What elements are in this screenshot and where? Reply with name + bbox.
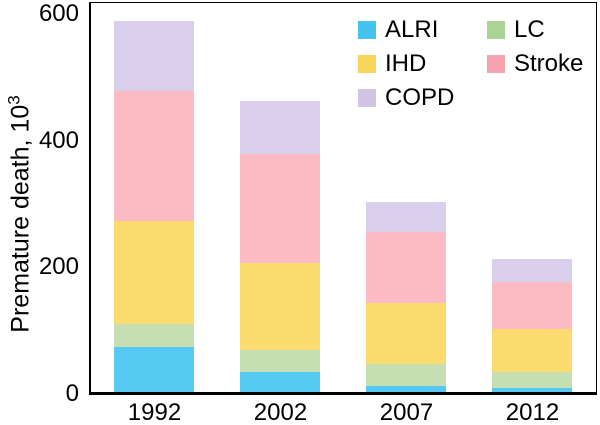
x-tick-label-2012: 2012 bbox=[505, 399, 560, 425]
bar-2002 bbox=[240, 101, 320, 392]
bar-segment-ihd-2007 bbox=[366, 302, 446, 364]
y-tick-label-600: 600 bbox=[38, 0, 79, 28]
y-tick-label-200: 200 bbox=[38, 253, 79, 281]
legend-label-copd: COPD bbox=[385, 84, 455, 111]
bar-segment-ihd-2012 bbox=[492, 328, 572, 372]
bar-segment-ihd-2002 bbox=[240, 262, 320, 351]
bar-segment-lc-2012 bbox=[492, 371, 572, 388]
y-axis-label-exponent: 3 bbox=[4, 95, 24, 105]
y-tick-label-400: 400 bbox=[38, 126, 79, 154]
bar-segment-stroke-1992 bbox=[114, 91, 194, 222]
legend-label-lc: LC bbox=[514, 16, 545, 43]
bar-segment-alri-2002 bbox=[240, 372, 320, 392]
legend-swatch-stroke bbox=[487, 55, 505, 73]
bar-segment-copd-1992 bbox=[114, 20, 194, 92]
bar-segment-copd-2007 bbox=[366, 202, 446, 233]
bar-segment-copd-2002 bbox=[240, 101, 320, 155]
bar-segment-ihd-1992 bbox=[114, 221, 194, 324]
bar-segment-copd-2012 bbox=[492, 259, 572, 283]
bar-segment-stroke-2007 bbox=[366, 232, 446, 303]
x-tick-label-1992: 1992 bbox=[127, 399, 182, 425]
legend-swatch-alri bbox=[358, 21, 376, 39]
legend-swatch-copd bbox=[358, 89, 376, 107]
bar-segment-stroke-2012 bbox=[492, 282, 572, 329]
x-tick-label-2007: 2007 bbox=[379, 399, 434, 425]
bar-segment-alri-2012 bbox=[492, 387, 572, 392]
bar-segment-lc-2007 bbox=[366, 363, 446, 386]
bar-segment-alri-1992 bbox=[114, 346, 194, 392]
legend-label-stroke: Stroke bbox=[514, 50, 584, 77]
legend-swatch-lc bbox=[487, 21, 505, 39]
y-tick-label-0: 0 bbox=[65, 379, 79, 407]
legend-swatch-ihd bbox=[358, 55, 376, 73]
bar-segment-lc-1992 bbox=[114, 323, 194, 347]
legend-label-ihd: IHD bbox=[385, 50, 427, 77]
x-tick-label-2002: 2002 bbox=[253, 399, 308, 425]
bar-2012 bbox=[492, 259, 572, 392]
bar-segment-stroke-2002 bbox=[240, 154, 320, 263]
plot-area bbox=[89, 2, 597, 395]
bar-segment-lc-2002 bbox=[240, 350, 320, 373]
bar-1992 bbox=[114, 20, 194, 392]
bar-2007 bbox=[366, 202, 446, 392]
bar-segment-alri-2007 bbox=[366, 385, 446, 392]
legend-label-alri: ALRI bbox=[385, 16, 439, 43]
